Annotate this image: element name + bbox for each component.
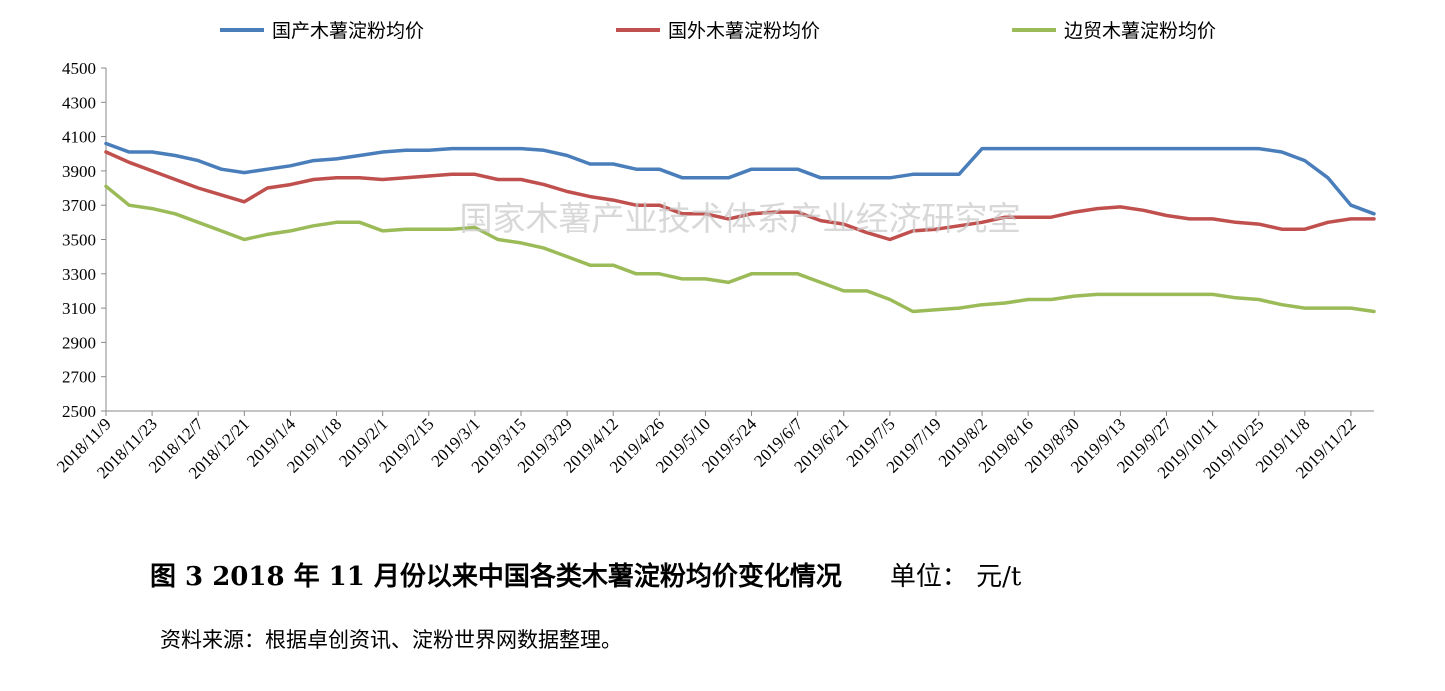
legend-label-3: 边贸木薯淀粉均价 bbox=[1064, 20, 1216, 42]
series-line-2 bbox=[104, 150, 1376, 242]
y-tick-label: 3100 bbox=[62, 299, 96, 318]
y-tick-label: 3700 bbox=[62, 196, 96, 215]
watermark: 国家木薯产业技术体系产业经济研究室 bbox=[460, 199, 1021, 238]
y-tick-label: 3300 bbox=[62, 265, 96, 284]
line-chart: 国产木薯淀粉均价 国外木薯淀粉均价 边贸木薯淀粉均价 2500 2700 2900 310… bbox=[53, 20, 1376, 483]
x-axis: 2018/11/92018/11/232018/12/72018/12/2120… bbox=[53, 410, 1374, 483]
y-tick-label: 4100 bbox=[62, 128, 96, 147]
y-tick-label: 2900 bbox=[62, 333, 96, 352]
y-tick-label: 3900 bbox=[62, 162, 96, 181]
y-tick-label: 2700 bbox=[62, 368, 96, 387]
y-tick-label: 3500 bbox=[62, 231, 96, 250]
y-tick-label: 4300 bbox=[62, 93, 96, 112]
y-axis: 2500 2700 2900 3100 3300 3500 3700 3900 4100 4300… bbox=[62, 59, 107, 421]
figure-caption: 图 3 2018 年 11 月份以来中国各类木薯淀粉均价变化情况 单位： 元/t bbox=[150, 556, 1021, 593]
legend: 国产木薯淀粉均价 国外木薯淀粉均价 边贸木薯淀粉均价 bbox=[220, 20, 1216, 42]
series-lines bbox=[104, 141, 1376, 314]
caption-title: 图 3 2018 年 11 月份以来中国各类木薯淀粉均价变化情况 bbox=[150, 562, 842, 592]
legend-label-1: 国产木薯淀粉均价 bbox=[272, 20, 424, 42]
series-line-3 bbox=[104, 184, 1376, 314]
y-tick-label: 4500 bbox=[62, 59, 96, 78]
series-line-1 bbox=[104, 141, 1376, 216]
source-note: 资料来源：根据卓创资讯、淀粉世界网数据整理。 bbox=[160, 628, 622, 652]
caption-unit: 单位： 元/t bbox=[889, 562, 1022, 592]
y-tick-label: 2500 bbox=[62, 402, 96, 421]
legend-label-2: 国外木薯淀粉均价 bbox=[668, 20, 820, 42]
